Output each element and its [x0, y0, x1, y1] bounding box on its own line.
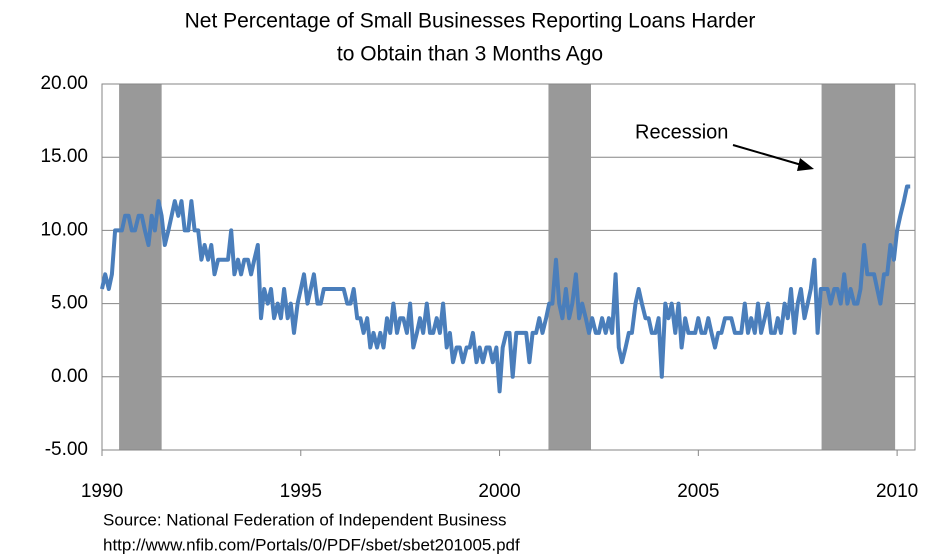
source: http://www.nfib.com/Portals/0/PDF/sbet/s… [103, 535, 520, 554]
plot-border [101, 83, 916, 451]
recession-band [119, 84, 162, 450]
y-tick-label: -5.00 [45, 439, 88, 460]
y-tick-label: 15.00 [40, 146, 88, 167]
x-tick-label: 2010 [876, 481, 918, 502]
source: Source: National Federation of Independe… [103, 510, 507, 529]
annotation-arrow [732, 144, 806, 167]
x-tick-label: 1995 [280, 481, 322, 502]
y-tick-label: 0.00 [51, 366, 88, 387]
data-line [100, 184, 911, 394]
y-tick-label: 10.00 [40, 219, 88, 240]
recession-band [821, 84, 896, 450]
y-tick-label: 5.00 [51, 293, 88, 314]
annotation-arrowhead [797, 158, 814, 171]
y-tick-label: 20.00 [40, 73, 88, 94]
chart-title: to Obtain than 3 Months Ago [337, 43, 603, 66]
x-tick-label: 2005 [677, 481, 719, 502]
chart-title: Net Percentage of Small Businesses Repor… [185, 10, 756, 33]
annotation: Recession [635, 121, 728, 143]
x-tick-label: 2000 [478, 481, 520, 502]
x-tick-label: 1990 [81, 481, 123, 502]
